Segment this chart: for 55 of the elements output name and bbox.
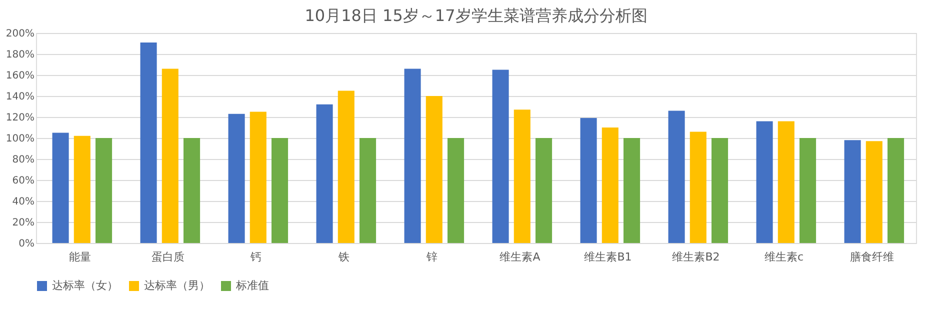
x-tick-label: 维生素c: [764, 250, 804, 264]
bar: [492, 70, 509, 243]
bar: [250, 112, 266, 243]
bar: [756, 121, 773, 243]
bar: [272, 138, 288, 243]
y-tick-label: 100%: [6, 134, 34, 144]
bar: [184, 138, 200, 243]
bar: [52, 132, 69, 243]
bar: [602, 128, 618, 243]
bar: [360, 138, 376, 243]
bar: [668, 110, 685, 243]
x-tick-label: 铁: [338, 250, 350, 264]
legend-label: 达标率（女）: [52, 279, 118, 292]
y-tick-label: 160%: [6, 70, 34, 82]
chart-title: 10月18日 15岁～17岁学生菜谱营养成分分析图: [304, 6, 648, 25]
bar: [140, 42, 157, 243]
y-tick-label: 140%: [6, 92, 34, 102]
bar: [778, 121, 794, 243]
bar: [162, 68, 178, 243]
bar: [800, 138, 816, 243]
bar: [448, 138, 464, 243]
x-tick-label: 维生素B2: [672, 250, 720, 264]
bar: [690, 132, 706, 243]
bar: [888, 138, 904, 243]
x-tick-label: 钙: [250, 250, 262, 264]
y-tick-label: 40%: [12, 196, 34, 208]
x-tick-label: 膳食纤维: [850, 250, 894, 264]
bar: [338, 90, 354, 243]
bar: [712, 138, 728, 243]
legend-label: 达标率（男）: [144, 279, 210, 292]
x-tick-label: 维生素A: [500, 250, 541, 264]
bar: [536, 138, 552, 243]
y-tick-label: 200%: [6, 28, 34, 40]
y-tick-label: 0%: [18, 238, 34, 250]
y-tick-label: 180%: [6, 50, 34, 60]
bar: [404, 68, 421, 243]
y-tick-label: 20%: [12, 218, 34, 228]
y-tick-label: 60%: [12, 176, 34, 186]
x-tick-label: 锌: [426, 250, 438, 264]
bar: [866, 141, 882, 243]
bar: [624, 138, 640, 243]
bar: [844, 140, 861, 243]
y-tick-label: 80%: [12, 154, 34, 166]
bar: [74, 136, 90, 243]
bar: [514, 110, 530, 243]
bar: [228, 114, 245, 243]
bar: [316, 104, 333, 243]
bar: [96, 138, 112, 243]
x-tick-label: 蛋白质: [152, 250, 184, 264]
x-tick-label: 能量: [69, 250, 91, 264]
bar: [426, 96, 442, 243]
bar: [580, 118, 597, 243]
y-tick-label: 120%: [6, 112, 34, 124]
legend-label: 标准值: [235, 279, 269, 292]
x-tick-label: 维生素B1: [584, 250, 632, 264]
